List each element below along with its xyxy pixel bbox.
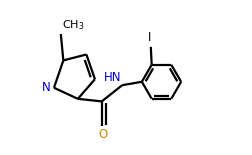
- Text: I: I: [148, 31, 151, 44]
- Text: CH$_3$: CH$_3$: [62, 18, 85, 32]
- Text: O: O: [98, 128, 107, 141]
- Text: HN: HN: [104, 71, 121, 84]
- Text: N: N: [42, 81, 50, 94]
